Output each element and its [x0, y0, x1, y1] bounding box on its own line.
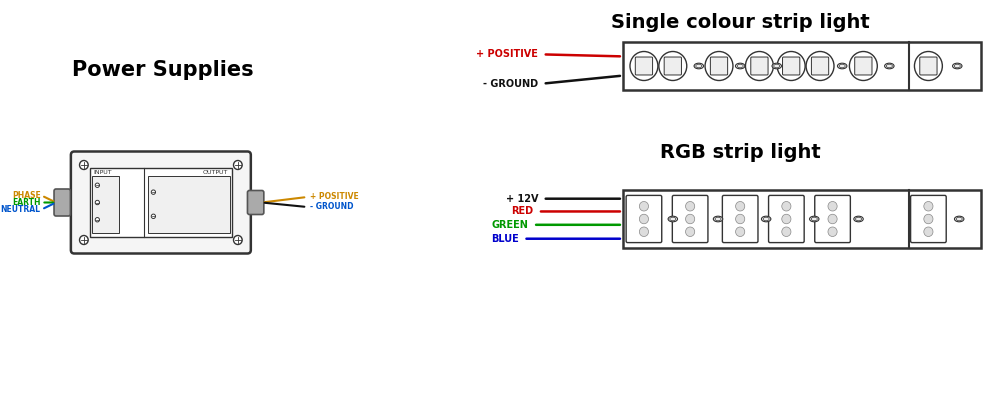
- Text: RED: RED: [511, 206, 533, 216]
- Text: Single colour strip light: Single colour strip light: [611, 12, 870, 32]
- Circle shape: [924, 214, 933, 224]
- Bar: [623, 190, 981, 248]
- Text: NEUTRAL: NEUTRAL: [1, 205, 41, 214]
- Ellipse shape: [839, 64, 845, 68]
- Text: GREEN: GREEN: [492, 220, 528, 230]
- Circle shape: [777, 52, 805, 80]
- Bar: [90, 168, 232, 237]
- FancyBboxPatch shape: [71, 152, 251, 254]
- Circle shape: [659, 52, 687, 80]
- Text: + POSITIVE: + POSITIVE: [310, 192, 359, 202]
- Text: - GROUND: - GROUND: [483, 78, 538, 88]
- Ellipse shape: [696, 64, 702, 68]
- Ellipse shape: [668, 216, 678, 222]
- FancyBboxPatch shape: [635, 57, 653, 75]
- Ellipse shape: [954, 64, 960, 68]
- Circle shape: [95, 183, 99, 188]
- Circle shape: [95, 218, 99, 222]
- Text: RGB strip light: RGB strip light: [660, 142, 821, 162]
- Text: - GROUND: - GROUND: [310, 202, 354, 212]
- FancyBboxPatch shape: [664, 57, 681, 75]
- FancyBboxPatch shape: [911, 195, 946, 242]
- Ellipse shape: [811, 217, 817, 221]
- Circle shape: [782, 227, 791, 236]
- Ellipse shape: [954, 216, 964, 222]
- Text: + 12V: + 12V: [506, 194, 538, 204]
- Circle shape: [151, 190, 156, 194]
- Circle shape: [95, 200, 99, 205]
- Ellipse shape: [670, 217, 676, 221]
- Text: INPUT: INPUT: [93, 170, 112, 175]
- Circle shape: [849, 52, 877, 80]
- Circle shape: [924, 202, 933, 211]
- Text: BLUE: BLUE: [491, 234, 519, 244]
- Ellipse shape: [810, 216, 819, 222]
- Ellipse shape: [737, 64, 743, 68]
- Circle shape: [782, 214, 791, 224]
- FancyBboxPatch shape: [751, 57, 768, 75]
- Ellipse shape: [953, 63, 962, 69]
- FancyBboxPatch shape: [920, 57, 937, 75]
- FancyBboxPatch shape: [855, 57, 872, 75]
- Circle shape: [630, 52, 658, 80]
- FancyBboxPatch shape: [672, 195, 708, 242]
- Ellipse shape: [763, 217, 769, 221]
- Ellipse shape: [774, 64, 780, 68]
- Circle shape: [639, 227, 649, 236]
- Circle shape: [924, 227, 933, 236]
- Bar: [623, 42, 981, 90]
- Ellipse shape: [956, 217, 962, 221]
- Text: OUTPUT: OUTPUT: [203, 170, 228, 175]
- Ellipse shape: [837, 63, 847, 69]
- FancyBboxPatch shape: [247, 190, 264, 214]
- Ellipse shape: [715, 217, 721, 221]
- FancyBboxPatch shape: [722, 195, 758, 242]
- Ellipse shape: [735, 63, 745, 69]
- Circle shape: [828, 214, 837, 224]
- Circle shape: [639, 202, 649, 211]
- Circle shape: [80, 236, 88, 244]
- Circle shape: [686, 214, 695, 224]
- Ellipse shape: [886, 64, 892, 68]
- Text: Power Supplies: Power Supplies: [72, 60, 254, 80]
- Ellipse shape: [694, 63, 704, 69]
- Text: EARTH: EARTH: [12, 198, 41, 207]
- Ellipse shape: [854, 216, 863, 222]
- Circle shape: [914, 52, 942, 80]
- FancyBboxPatch shape: [783, 57, 800, 75]
- Bar: [148, 176, 230, 233]
- Circle shape: [80, 160, 88, 170]
- Circle shape: [686, 202, 695, 211]
- Circle shape: [151, 214, 156, 218]
- Text: PHASE: PHASE: [12, 191, 41, 200]
- Circle shape: [828, 202, 837, 211]
- FancyBboxPatch shape: [710, 57, 728, 75]
- Bar: [92, 176, 119, 233]
- Circle shape: [828, 227, 837, 236]
- Circle shape: [686, 227, 695, 236]
- Circle shape: [639, 214, 649, 224]
- Circle shape: [782, 202, 791, 211]
- Ellipse shape: [885, 63, 894, 69]
- Circle shape: [234, 160, 242, 170]
- Circle shape: [736, 214, 745, 224]
- FancyBboxPatch shape: [54, 189, 70, 216]
- Ellipse shape: [713, 216, 723, 222]
- Circle shape: [736, 202, 745, 211]
- Circle shape: [806, 52, 834, 80]
- FancyBboxPatch shape: [811, 57, 829, 75]
- Ellipse shape: [761, 216, 771, 222]
- FancyBboxPatch shape: [626, 195, 662, 242]
- Ellipse shape: [856, 217, 862, 221]
- Circle shape: [234, 236, 242, 244]
- FancyBboxPatch shape: [815, 195, 850, 242]
- Circle shape: [736, 227, 745, 236]
- Ellipse shape: [772, 63, 781, 69]
- FancyBboxPatch shape: [769, 195, 804, 242]
- Circle shape: [705, 52, 733, 80]
- Circle shape: [745, 52, 773, 80]
- Text: + POSITIVE: + POSITIVE: [476, 49, 538, 59]
